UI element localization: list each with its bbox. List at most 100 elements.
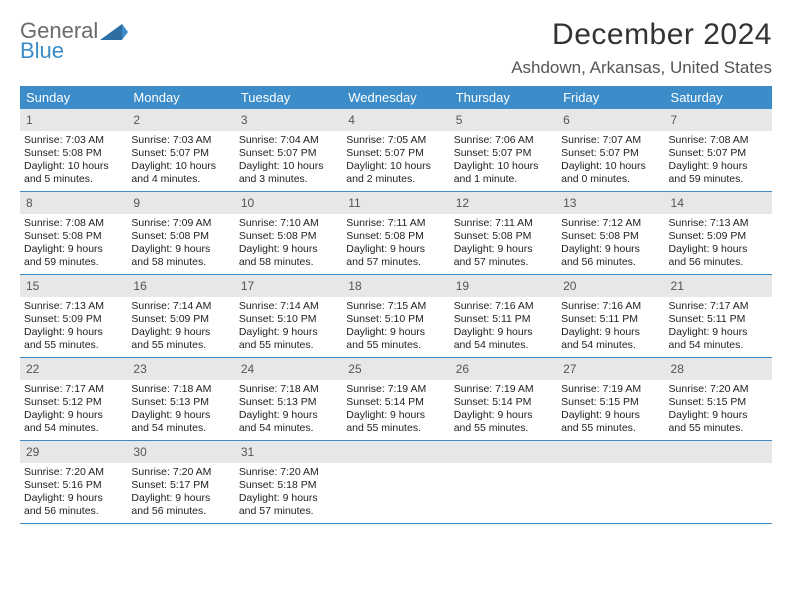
- day-number: 19: [456, 279, 469, 293]
- day-number: 24: [241, 362, 254, 376]
- day-info-line: Sunset: 5:16 PM: [24, 479, 123, 492]
- day-info-line: Sunrise: 7:17 AM: [24, 383, 123, 396]
- day-number-row: 27: [557, 358, 664, 380]
- day-info-line: Sunrise: 7:19 AM: [346, 383, 445, 396]
- day-info-line: and 55 minutes.: [346, 422, 445, 435]
- day-info-line: Sunrise: 7:08 AM: [24, 217, 123, 230]
- location: Ashdown, Arkansas, United States: [511, 58, 772, 78]
- day-info-line: and 55 minutes.: [131, 339, 230, 352]
- day-info-line: Daylight: 9 hours: [239, 243, 338, 256]
- day-number-row: 8: [20, 192, 127, 214]
- day-info: Sunrise: 7:20 AMSunset: 5:16 PMDaylight:…: [24, 466, 123, 518]
- day-cell: 19 Sunrise: 7:16 AMSunset: 5:11 PMDayligh…: [450, 275, 557, 357]
- day-info-line: Daylight: 9 hours: [669, 409, 768, 422]
- day-info-line: Sunset: 5:08 PM: [24, 147, 123, 160]
- day-info-line: Sunset: 5:08 PM: [346, 230, 445, 243]
- day-info-line: and 4 minutes.: [131, 173, 230, 186]
- day-info-line: and 59 minutes.: [669, 173, 768, 186]
- day-info-line: Sunset: 5:18 PM: [239, 479, 338, 492]
- day-info-line: and 3 minutes.: [239, 173, 338, 186]
- day-cell: 27Sunrise: 7:19 AMSunset: 5:15 PMDayligh…: [557, 358, 664, 440]
- day-info-line: and 1 minute.: [454, 173, 553, 186]
- day-info-line: Daylight: 9 hours: [669, 243, 768, 256]
- day-info-line: and 54 minutes.: [24, 422, 123, 435]
- day-cell: 16Sunrise: 7:14 AMSunset: 5:09 PMDayligh…: [127, 275, 234, 357]
- day-info: Sunrise: 7:11 AMSunset: 5:08 PMDaylight:…: [346, 217, 445, 269]
- day-cell: 5Sunrise: 7:06 AMSunset: 5:07 PMDaylight…: [450, 109, 557, 191]
- day-info-line: Sunrise: 7:17 AM: [669, 300, 768, 313]
- day-info-line: Sunrise: 7:05 AM: [346, 134, 445, 147]
- week-row: 29 Sunrise: 7:20 AMSunset: 5:16 PMDayligh…: [20, 441, 772, 524]
- day-info-line: Daylight: 9 hours: [669, 326, 768, 339]
- day-number: [563, 445, 566, 459]
- month-title: December 2024: [511, 18, 772, 52]
- day-number-row: 14: [665, 192, 772, 214]
- day-number-row: 20: [557, 275, 664, 297]
- day-cell: 7Sunrise: 7:08 AMSunset: 5:07 PMDaylight…: [665, 109, 772, 191]
- day-number-row: 29: [20, 441, 127, 463]
- header: General Blue December 2024 Ashdown, Arka…: [20, 18, 772, 78]
- day-info-line: Sunrise: 7:13 AM: [669, 217, 768, 230]
- day-info-line: Daylight: 9 hours: [561, 409, 660, 422]
- day-number-row: 19: [450, 275, 557, 297]
- day-info-line: Sunrise: 7:09 AM: [131, 217, 230, 230]
- day-info-line: Sunset: 5:08 PM: [454, 230, 553, 243]
- day-info-line: and 58 minutes.: [131, 256, 230, 269]
- day-number: [348, 445, 351, 459]
- day-info-line: Sunrise: 7:20 AM: [669, 383, 768, 396]
- day-number-row: 11: [342, 192, 449, 214]
- day-info-line: Sunrise: 7:13 AM: [24, 300, 123, 313]
- day-info-line: Sunrise: 7:11 AM: [346, 217, 445, 230]
- day-info-line: Sunrise: 7:06 AM: [454, 134, 553, 147]
- day-info-line: Sunset: 5:07 PM: [669, 147, 768, 160]
- day-info-line: Daylight: 10 hours: [346, 160, 445, 173]
- day-info-line: and 57 minutes.: [346, 256, 445, 269]
- day-cell: 20 Sunrise: 7:16 AMSunset: 5:11 PMDayligh…: [557, 275, 664, 357]
- day-info: Sunrise: 7:16 AMSunset: 5:11 PMDaylight:…: [454, 300, 553, 352]
- day-cell: 6Sunrise: 7:07 AMSunset: 5:07 PMDaylight…: [557, 109, 664, 191]
- day-info: Sunrise: 7:17 AMSunset: 5:11 PMDaylight:…: [669, 300, 768, 352]
- day-info-line: Sunset: 5:09 PM: [24, 313, 123, 326]
- day-number-row: 3: [235, 109, 342, 131]
- week-row: 15Sunrise: 7:13 AMSunset: 5:09 PMDayligh…: [20, 275, 772, 358]
- day-number: 18: [348, 279, 361, 293]
- day-info-line: Sunrise: 7:07 AM: [561, 134, 660, 147]
- day-number: 11: [348, 196, 360, 210]
- day-info: Sunrise: 7:18 AMSunset: 5:13 PMDaylight:…: [131, 383, 230, 435]
- dow-saturday: Saturday: [665, 86, 772, 109]
- day-info-line: and 55 minutes.: [24, 339, 123, 352]
- day-info-line: and 54 minutes.: [131, 422, 230, 435]
- day-info-line: Daylight: 10 hours: [454, 160, 553, 173]
- day-info-line: Sunset: 5:13 PM: [131, 396, 230, 409]
- day-number-row: 16: [127, 275, 234, 297]
- day-info-line: Daylight: 10 hours: [24, 160, 123, 173]
- day-info: Sunrise: 7:03 AMSunset: 5:07 PMDaylight:…: [131, 134, 230, 186]
- logo-text: General Blue: [20, 20, 98, 62]
- day-info-line: Sunrise: 7:16 AM: [454, 300, 553, 313]
- day-number-row: [342, 441, 449, 463]
- day-info-line: Sunrise: 7:19 AM: [561, 383, 660, 396]
- day-number-row: 31: [235, 441, 342, 463]
- day-info-line: and 54 minutes.: [454, 339, 553, 352]
- day-number-row: [450, 441, 557, 463]
- day-info-line: Sunset: 5:14 PM: [454, 396, 553, 409]
- dow-sunday: Sunday: [20, 86, 127, 109]
- day-info: Sunrise: 7:17 AMSunset: 5:12 PMDaylight:…: [24, 383, 123, 435]
- day-info-line: Sunrise: 7:20 AM: [24, 466, 123, 479]
- day-cell: [342, 441, 449, 523]
- day-info: Sunrise: 7:14 AMSunset: 5:10 PMDaylight:…: [239, 300, 338, 352]
- day-number-row: 21: [665, 275, 772, 297]
- day-number-row: 25: [342, 358, 449, 380]
- day-info: Sunrise: 7:16 AMSunset: 5:11 PMDaylight:…: [561, 300, 660, 352]
- day-info-line: Daylight: 9 hours: [454, 409, 553, 422]
- day-info: Sunrise: 7:03 AMSunset: 5:08 PMDaylight:…: [24, 134, 123, 186]
- day-number-row: 4: [342, 109, 449, 131]
- day-cell: 1Sunrise: 7:03 AMSunset: 5:08 PMDaylight…: [20, 109, 127, 191]
- day-info-line: Sunrise: 7:14 AM: [239, 300, 338, 313]
- day-number-row: [557, 441, 664, 463]
- day-info: Sunrise: 7:20 AMSunset: 5:15 PMDaylight:…: [669, 383, 768, 435]
- day-info-line: Sunrise: 7:19 AM: [454, 383, 553, 396]
- day-info-line: Daylight: 9 hours: [454, 243, 553, 256]
- day-info-line: Daylight: 9 hours: [346, 409, 445, 422]
- day-info-line: and 55 minutes.: [346, 339, 445, 352]
